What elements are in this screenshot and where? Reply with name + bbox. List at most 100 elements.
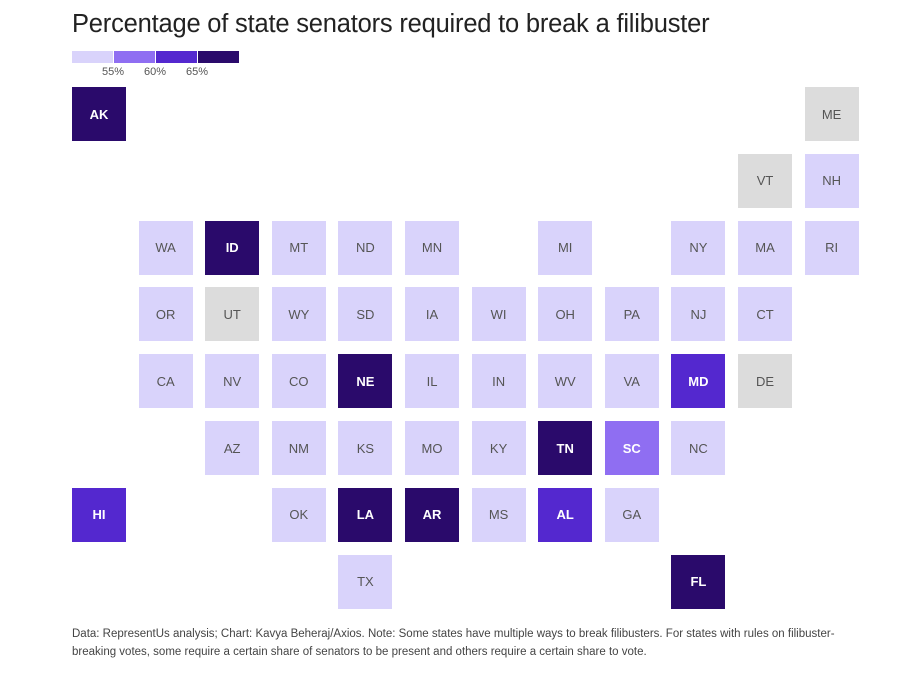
state-label: SC [622, 440, 641, 456]
state-label: KY [489, 440, 508, 456]
state-tile-al: AL [538, 487, 593, 542]
legend-swatch-below-55 [72, 51, 113, 63]
state-label: MO [421, 440, 443, 456]
state-label: AL [556, 507, 574, 523]
state-tile-ms: MS [471, 487, 526, 542]
legend-label-60: 60% [144, 66, 167, 78]
state-label: NV [223, 373, 242, 389]
state-label: MA [755, 240, 775, 256]
state-label: ID [225, 240, 239, 256]
state-label: TN [556, 440, 574, 456]
state-tile-il: IL [405, 354, 459, 409]
state-label: SD [356, 306, 375, 322]
state-label: UT [223, 306, 241, 322]
state-label: IL [426, 373, 438, 389]
state-label: MN [421, 240, 443, 256]
state-tile-nj: NJ [671, 287, 726, 342]
state-tile-ne: NE [338, 354, 393, 409]
state-label: LA [356, 507, 375, 523]
state-label: CA [156, 373, 175, 389]
state-tile-nv: NV [205, 354, 260, 409]
state-tile-wa: WA [138, 220, 193, 275]
state-label: TX [357, 574, 374, 590]
state-tile-id: ID [205, 220, 260, 275]
state-tile-me: ME [804, 87, 859, 141]
state-tile-in: IN [471, 354, 526, 409]
state-tile-co: CO [271, 354, 326, 409]
state-tile-ky: KY [471, 421, 526, 475]
state-tile-ks: KS [338, 421, 393, 475]
state-tile-vt: VT [738, 153, 792, 208]
state-label: AK [89, 106, 109, 122]
state-tile-mn: MN [405, 220, 459, 275]
state-label: MT [289, 240, 309, 256]
state-label: IN [492, 373, 506, 389]
state-label: MD [688, 373, 709, 389]
state-label: OH [555, 306, 575, 322]
state-label: NE [356, 373, 375, 389]
state-tile-wi: WI [471, 287, 526, 342]
legend-swatch-60 [156, 51, 197, 63]
state-label: NH [822, 173, 841, 189]
footnote: Data: RepresentUs analysis; Chart: Kavya… [72, 628, 835, 658]
state-label: CT [756, 306, 774, 322]
state-tile-wy: WY [271, 287, 326, 342]
state-tile-ny: NY [671, 220, 726, 275]
state-tile-mo: MO [405, 421, 459, 475]
state-tile-nh: NH [804, 153, 859, 208]
state-label: ME [821, 106, 842, 122]
state-label: PA [623, 306, 640, 322]
legend-swatch-55 [114, 51, 155, 63]
state-tile-wv: WV [538, 354, 593, 409]
state-label: VT [756, 173, 774, 189]
state-tile-ga: GA [604, 487, 659, 542]
state-label: RI [825, 240, 839, 256]
state-tile-nc: NC [671, 421, 726, 475]
state-tile-sd: SD [338, 287, 393, 342]
state-label: WY [288, 306, 310, 322]
chart-title: Percentage of state senators required to… [72, 10, 710, 38]
state-tile-ri: RI [804, 220, 859, 275]
state-tile-nm: NM [271, 421, 326, 475]
state-label: WV [554, 373, 576, 389]
state-tile-or: OR [138, 287, 193, 342]
legend-label-55: 55% [102, 66, 125, 78]
state-label: HI [92, 507, 106, 523]
state-label: CO [289, 373, 309, 389]
state-tile-ca: CA [138, 354, 193, 409]
state-label: NJ [690, 306, 707, 322]
state-tile-md: MD [671, 354, 726, 409]
state-label: WA [155, 240, 176, 256]
state-tile-de: DE [738, 354, 792, 409]
legend-label-65: 65% [186, 66, 209, 78]
state-tile-mi: MI [538, 220, 593, 275]
state-label: FL [690, 574, 707, 590]
state-tile-ma: MA [738, 220, 792, 275]
state-tile-mt: MT [271, 220, 326, 275]
state-label: NC [689, 440, 708, 456]
state-label: NY [689, 240, 708, 256]
state-label: MS [488, 507, 509, 523]
state-label: GA [622, 507, 642, 523]
state-tile-tn: TN [538, 421, 593, 475]
state-tile-az: AZ [205, 421, 260, 475]
state-tile-nd: ND [338, 220, 393, 275]
state-label: AZ [223, 440, 241, 456]
state-label: KS [356, 440, 375, 456]
state-tile-fl: FL [671, 554, 726, 609]
state-tile-ok: OK [271, 487, 326, 542]
state-label: WI [490, 306, 507, 322]
legend-swatch-65 [198, 51, 239, 63]
state-label: DE [755, 373, 775, 389]
state-tile-ar: AR [405, 487, 459, 542]
state-tile-ak: AK [72, 87, 126, 141]
state-tile-sc: SC [604, 421, 659, 475]
state-tile-oh: OH [538, 287, 593, 342]
state-label: AR [422, 507, 442, 523]
state-label: NM [288, 440, 309, 456]
state-tile-ia: IA [405, 287, 459, 342]
state-label: OK [289, 507, 309, 523]
state-tile-ut: UT [205, 287, 260, 342]
state-label: IA [425, 306, 439, 322]
state-tile-tx: TX [338, 554, 393, 609]
